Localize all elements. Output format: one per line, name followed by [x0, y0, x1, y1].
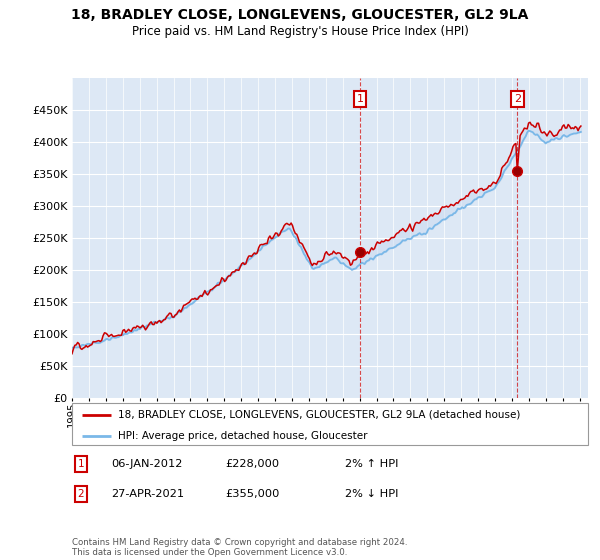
Text: 27-APR-2021: 27-APR-2021 — [111, 489, 184, 499]
Text: HPI: Average price, detached house, Gloucester: HPI: Average price, detached house, Glou… — [118, 431, 368, 441]
FancyBboxPatch shape — [72, 403, 588, 445]
Text: 2% ↓ HPI: 2% ↓ HPI — [345, 489, 398, 499]
Text: 1: 1 — [356, 94, 364, 104]
Text: 1: 1 — [77, 459, 85, 469]
Text: 18, BRADLEY CLOSE, LONGLEVENS, GLOUCESTER, GL2 9LA: 18, BRADLEY CLOSE, LONGLEVENS, GLOUCESTE… — [71, 8, 529, 22]
Text: 2: 2 — [514, 94, 521, 104]
Text: 2% ↑ HPI: 2% ↑ HPI — [345, 459, 398, 469]
Text: 2: 2 — [77, 489, 85, 499]
Text: 06-JAN-2012: 06-JAN-2012 — [111, 459, 182, 469]
Text: 18, BRADLEY CLOSE, LONGLEVENS, GLOUCESTER, GL2 9LA (detached house): 18, BRADLEY CLOSE, LONGLEVENS, GLOUCESTE… — [118, 410, 521, 420]
Text: £228,000: £228,000 — [225, 459, 279, 469]
Text: £355,000: £355,000 — [225, 489, 280, 499]
Text: Contains HM Land Registry data © Crown copyright and database right 2024.
This d: Contains HM Land Registry data © Crown c… — [72, 538, 407, 557]
Text: Price paid vs. HM Land Registry's House Price Index (HPI): Price paid vs. HM Land Registry's House … — [131, 25, 469, 38]
